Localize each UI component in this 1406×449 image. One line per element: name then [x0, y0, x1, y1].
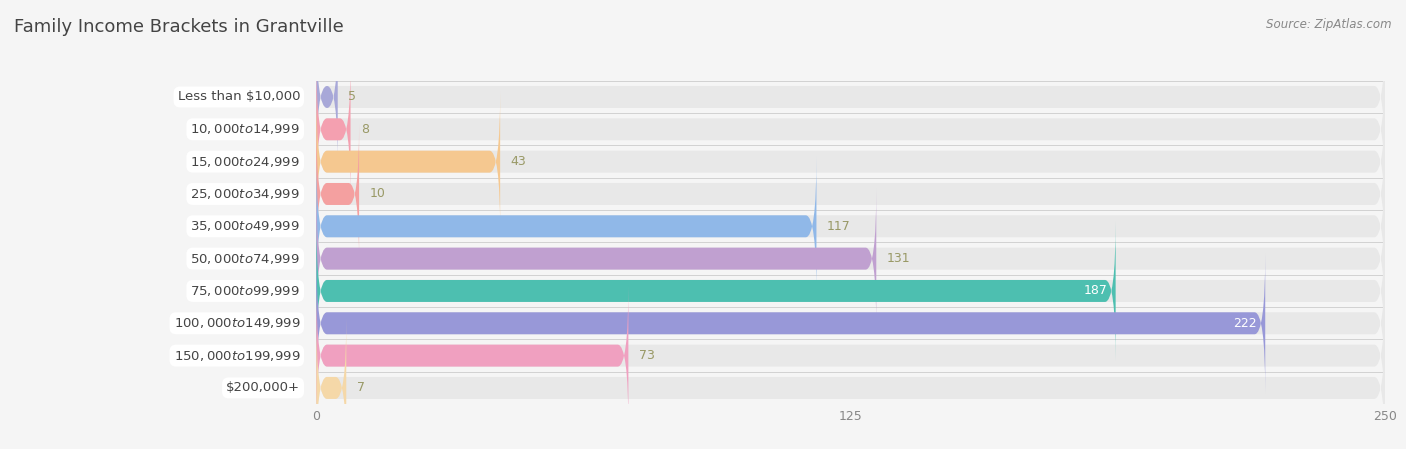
FancyBboxPatch shape [316, 124, 359, 264]
Text: $75,000 to $99,999: $75,000 to $99,999 [190, 284, 299, 298]
FancyBboxPatch shape [316, 92, 1385, 232]
FancyBboxPatch shape [316, 286, 628, 426]
Text: $15,000 to $24,999: $15,000 to $24,999 [190, 154, 299, 169]
Text: 222: 222 [1233, 317, 1257, 330]
Text: $200,000+: $200,000+ [226, 382, 299, 394]
Text: 8: 8 [361, 123, 370, 136]
FancyBboxPatch shape [316, 59, 350, 199]
FancyBboxPatch shape [316, 156, 1385, 296]
FancyBboxPatch shape [316, 286, 1385, 426]
Text: $35,000 to $49,999: $35,000 to $49,999 [190, 219, 299, 233]
Text: Family Income Brackets in Grantville: Family Income Brackets in Grantville [14, 18, 344, 36]
FancyBboxPatch shape [316, 27, 1385, 167]
FancyBboxPatch shape [316, 92, 501, 232]
FancyBboxPatch shape [316, 27, 337, 167]
Text: 10: 10 [370, 188, 385, 200]
Text: 7: 7 [357, 382, 366, 394]
Text: $10,000 to $14,999: $10,000 to $14,999 [190, 122, 299, 136]
Text: 43: 43 [510, 155, 527, 168]
Text: 5: 5 [349, 91, 356, 103]
FancyBboxPatch shape [316, 59, 1385, 199]
Text: $100,000 to $149,999: $100,000 to $149,999 [173, 316, 299, 330]
Text: 187: 187 [1083, 285, 1107, 297]
Text: Source: ZipAtlas.com: Source: ZipAtlas.com [1267, 18, 1392, 31]
Text: $25,000 to $34,999: $25,000 to $34,999 [190, 187, 299, 201]
Text: $50,000 to $74,999: $50,000 to $74,999 [190, 251, 299, 266]
FancyBboxPatch shape [316, 253, 1385, 393]
Text: Less than $10,000: Less than $10,000 [177, 91, 299, 103]
Text: $150,000 to $199,999: $150,000 to $199,999 [173, 348, 299, 363]
FancyBboxPatch shape [316, 318, 1385, 449]
Text: 131: 131 [887, 252, 911, 265]
Text: 73: 73 [640, 349, 655, 362]
FancyBboxPatch shape [316, 156, 817, 296]
FancyBboxPatch shape [316, 124, 1385, 264]
FancyBboxPatch shape [316, 221, 1385, 361]
FancyBboxPatch shape [316, 221, 1115, 361]
FancyBboxPatch shape [316, 318, 346, 449]
FancyBboxPatch shape [316, 253, 1265, 393]
FancyBboxPatch shape [316, 189, 876, 329]
FancyBboxPatch shape [316, 189, 1385, 329]
Text: 117: 117 [827, 220, 851, 233]
